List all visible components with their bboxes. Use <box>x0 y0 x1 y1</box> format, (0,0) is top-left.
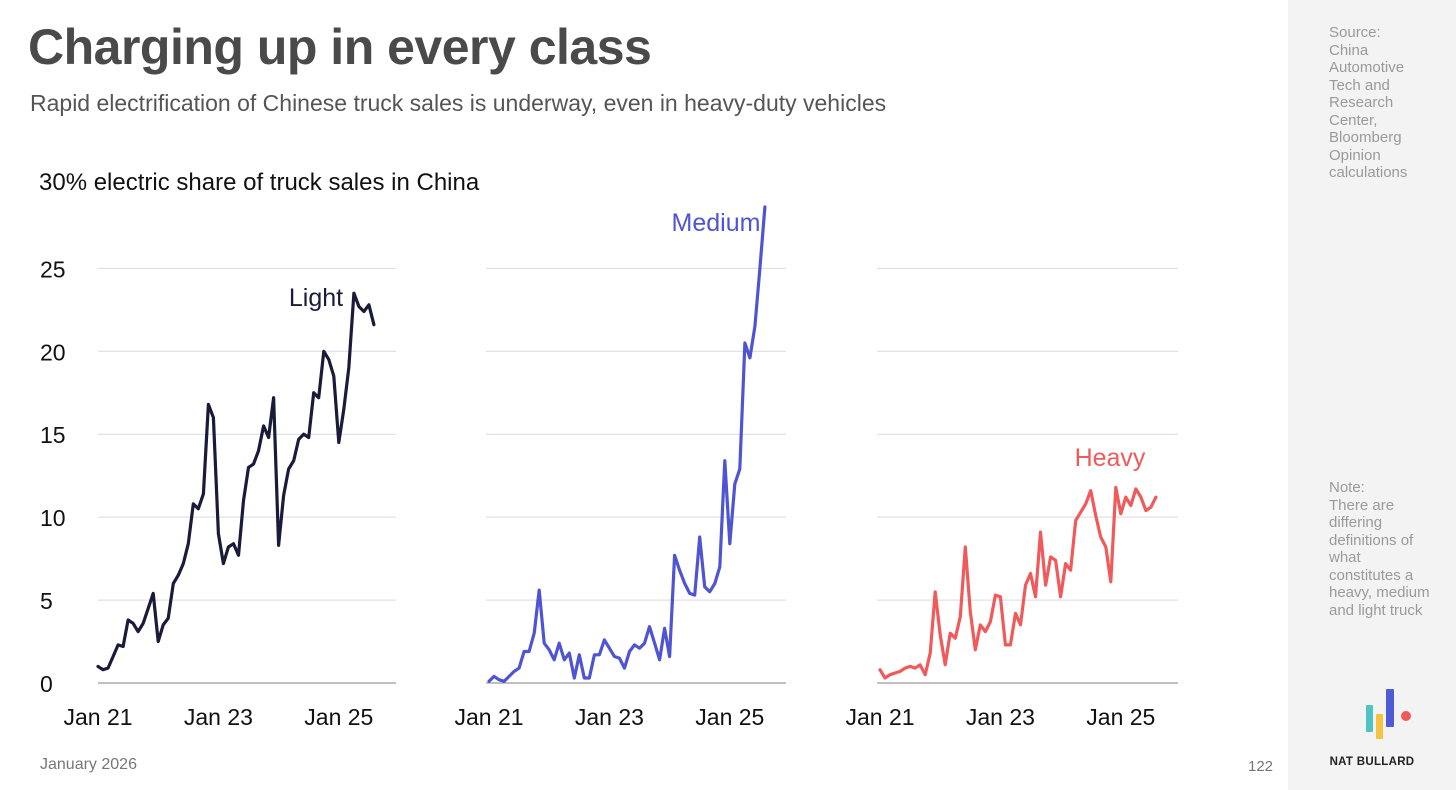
x-tick-label: Jan 21 <box>845 704 914 730</box>
y-tick-label: 20 <box>40 339 66 365</box>
logo-bar-yellow <box>1376 714 1383 739</box>
y-tick-label: 25 <box>40 256 66 282</box>
series-line-medium <box>487 205 767 683</box>
logo-dot-red <box>1401 711 1411 721</box>
series-label-medium: Medium <box>672 209 761 237</box>
series-label-heavy: Heavy <box>1075 444 1146 472</box>
y-tick-label: 5 <box>40 588 53 614</box>
x-tick-label: Jan 25 <box>1086 704 1155 730</box>
x-tick-label: Jan 23 <box>184 704 253 730</box>
series-label-light: Light <box>289 284 343 312</box>
footer-date: January 2026 <box>40 756 137 773</box>
chart-title: Charging up in every class <box>28 19 652 75</box>
y-tick-label: 15 <box>40 422 66 448</box>
x-tick-label: Jan 23 <box>575 704 644 730</box>
chart-subtitle: Rapid electrification of Chinese truck s… <box>30 90 887 116</box>
series-line-heavy <box>878 485 1158 680</box>
series-line-light <box>96 291 376 672</box>
source-note: Source: China Automotive Tech and Resear… <box>1329 24 1408 181</box>
logo-bar-teal <box>1366 705 1373 732</box>
definitions-note: Note: There are differing definitions of… <box>1329 479 1430 619</box>
x-tick-label: Jan 21 <box>63 704 132 730</box>
x-tick-label: Jan 25 <box>304 704 373 730</box>
x-tick-label: Jan 23 <box>966 704 1035 730</box>
logo-bar-blue <box>1386 689 1394 727</box>
x-tick-label: Jan 21 <box>454 704 523 730</box>
line-chart-panels: 30% electric share of truck sales in Chi… <box>39 169 1178 730</box>
chart-axis-title: 30% electric share of truck sales in Chi… <box>39 169 480 196</box>
y-tick-label: 10 <box>40 505 66 531</box>
sidebar: Source: China Automotive Tech and Resear… <box>1288 0 1456 790</box>
x-tick-label: Jan 25 <box>695 704 764 730</box>
page-number: 122 <box>1248 758 1274 775</box>
brand-name: NAT BULLARD <box>1329 756 1415 768</box>
y-tick-label: 0 <box>40 671 53 697</box>
nat-bullard-logo-icon <box>1366 689 1411 739</box>
